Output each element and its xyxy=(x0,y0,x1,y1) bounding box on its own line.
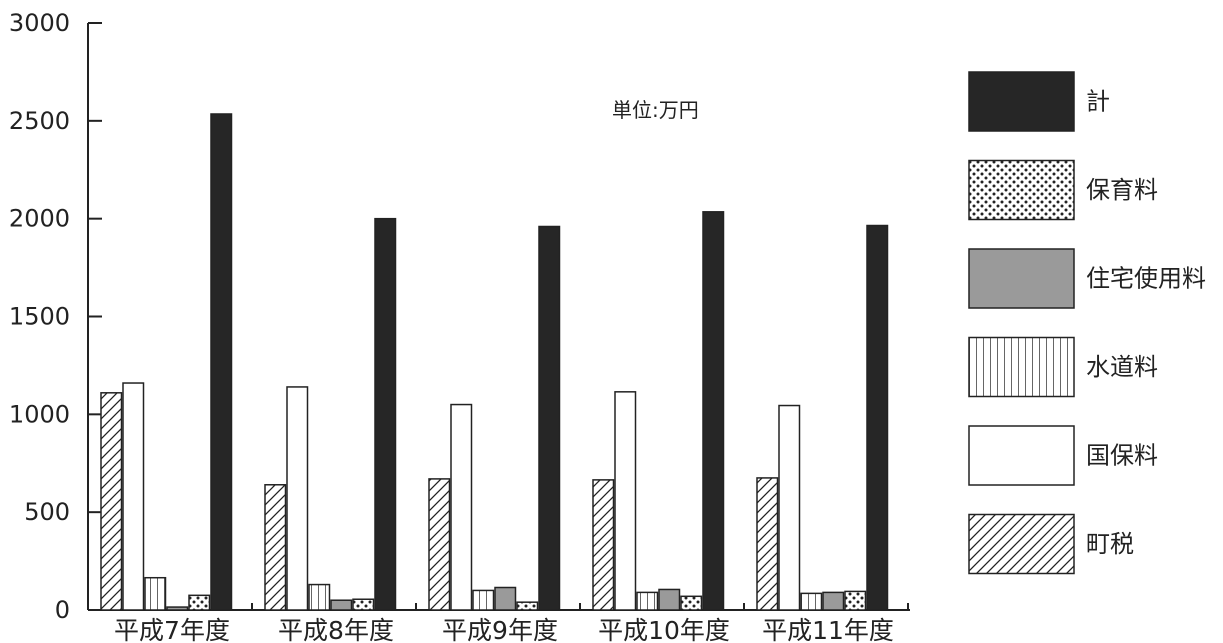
y-tick-label: 3000 xyxy=(9,9,70,37)
bar-保育料-平成11年度 xyxy=(844,590,867,611)
legend-swatch-町税 xyxy=(968,513,1075,575)
bar-水道料-平成9年度 xyxy=(472,589,495,611)
legend-label: 町税 xyxy=(1086,530,1134,558)
bar-国保料-平成8年度 xyxy=(286,386,309,611)
legend-swatch-計 xyxy=(968,71,1075,132)
bar-計-平成9年度 xyxy=(538,225,561,611)
legend-label: 住宅使用料 xyxy=(1086,265,1206,293)
bar-住宅使用料-平成7年度 xyxy=(166,606,189,611)
bar-国保料-平成10年度 xyxy=(614,391,637,611)
bar-計-平成11年度 xyxy=(866,224,889,611)
bar-国保料-平成9年度 xyxy=(450,403,473,611)
bar-保育料-平成8年度 xyxy=(352,598,375,611)
legend-swatch-住宅使用料 xyxy=(968,248,1075,309)
bar-住宅使用料-平成10年度 xyxy=(658,588,681,611)
bars xyxy=(100,113,889,611)
bar-保育料-平成9年度 xyxy=(516,601,539,611)
bar-水道料-平成11年度 xyxy=(800,592,823,611)
category-label: 平成8年度 xyxy=(278,616,394,643)
y-tick-label: 2500 xyxy=(9,107,70,135)
bar-水道料-平成10年度 xyxy=(636,591,659,611)
y-axis-ticks: 0 500 1000 1500 2000 2500 3000 xyxy=(9,9,102,624)
y-tick-label: 2000 xyxy=(9,205,70,233)
category-label: 平成11年度 xyxy=(762,616,894,643)
bar-水道料-平成8年度 xyxy=(308,583,331,611)
bar-住宅使用料-平成8年度 xyxy=(330,599,353,611)
y-tick-label: 1500 xyxy=(9,303,70,331)
legend-label: 保育料 xyxy=(1086,176,1158,204)
unit-label: 単位:万円 xyxy=(612,98,699,122)
bar-町税-平成8年度 xyxy=(264,484,287,611)
bar-町税-平成11年度 xyxy=(756,477,779,611)
legend-label: 国保料 xyxy=(1086,442,1158,470)
bar-保育料-平成7年度 xyxy=(188,594,211,611)
bar-町税-平成9年度 xyxy=(428,478,451,611)
legend-label: 計 xyxy=(1086,88,1110,116)
bar-計-平成10年度 xyxy=(702,211,725,611)
bar-町税-平成10年度 xyxy=(592,479,615,611)
bar-計-平成8年度 xyxy=(374,217,397,611)
bar-国保料-平成11年度 xyxy=(778,404,801,611)
y-tick-label: 500 xyxy=(24,498,70,526)
y-tick-label: 0 xyxy=(55,596,70,624)
bar-水道料-平成7年度 xyxy=(144,576,167,611)
category-labels: 平成7年度 平成8年度 平成9年度 平成10年度 平成11年度 xyxy=(114,616,894,643)
category-label: 平成7年度 xyxy=(114,616,230,643)
legend-label: 水道料 xyxy=(1086,353,1158,381)
legend-swatch-水道料 xyxy=(968,336,1075,398)
bar-住宅使用料-平成9年度 xyxy=(494,586,517,611)
bar-計-平成7年度 xyxy=(210,113,233,611)
category-label: 平成9年度 xyxy=(442,616,558,643)
bar-保育料-平成10年度 xyxy=(680,595,703,611)
bar-町税-平成7年度 xyxy=(100,392,123,611)
category-label: 平成10年度 xyxy=(598,616,730,643)
y-tick-label: 1000 xyxy=(9,400,70,428)
legend-swatch-国保料 xyxy=(968,425,1075,486)
bar-国保料-平成7年度 xyxy=(122,382,145,611)
bar-住宅使用料-平成11年度 xyxy=(822,591,845,611)
legend-swatch-保育料 xyxy=(968,159,1075,221)
